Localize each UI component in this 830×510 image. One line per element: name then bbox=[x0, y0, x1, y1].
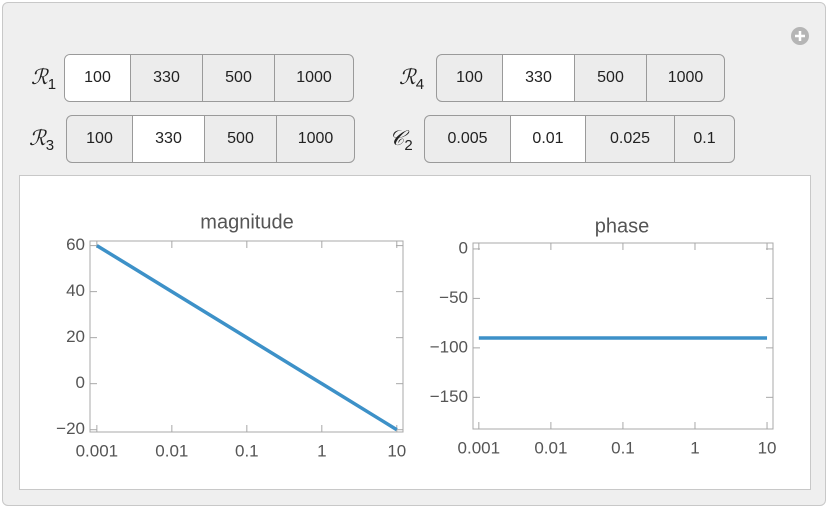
chart-title: phase bbox=[595, 215, 650, 237]
y-tick-label: −20 bbox=[56, 419, 85, 438]
x-tick-label: 0.001 bbox=[458, 438, 501, 457]
control-label: 𝒞2 bbox=[389, 126, 413, 154]
x-tick-label: 10 bbox=[758, 438, 777, 457]
setter-button[interactable]: 0.025 bbox=[585, 116, 674, 162]
x-tick-label: 10 bbox=[387, 441, 406, 460]
data-line bbox=[95, 244, 398, 432]
setter-button[interactable]: 500 bbox=[204, 116, 276, 162]
y-tick-label: 20 bbox=[66, 327, 85, 346]
y-tick-label: 40 bbox=[66, 281, 85, 300]
add-icon[interactable] bbox=[790, 26, 810, 46]
plot-frame bbox=[472, 242, 774, 430]
x-tick-label: 0.01 bbox=[534, 438, 567, 457]
y-tick-label: −100 bbox=[430, 337, 468, 356]
control-label: ℛ3 bbox=[29, 126, 54, 154]
setter-button[interactable]: 330 bbox=[502, 55, 574, 101]
setter-button[interactable]: 1000 bbox=[646, 55, 724, 101]
x-tick-label: 0.01 bbox=[155, 441, 188, 460]
control-label: ℛ4 bbox=[399, 65, 424, 93]
y-tick-label: −50 bbox=[439, 288, 468, 307]
setter-bar: 100 330 500 1000 bbox=[64, 54, 354, 102]
setter-bar: 100 330 500 1000 bbox=[66, 115, 355, 163]
label-subscript: 1 bbox=[47, 76, 57, 94]
label-symbol: ℛ bbox=[399, 65, 416, 89]
y-tick-label: −150 bbox=[430, 387, 468, 406]
setter-bar: 0.005 0.01 0.025 0.1 bbox=[424, 115, 735, 163]
y-tick-label: 0 bbox=[76, 373, 85, 392]
setter-button[interactable]: 100 bbox=[86, 130, 113, 147]
setter-button[interactable]: 1000 bbox=[274, 55, 353, 101]
x-tick-label: 1 bbox=[317, 441, 326, 460]
x-tick-label: 1 bbox=[690, 438, 699, 457]
label-subscript: 3 bbox=[45, 137, 55, 155]
setter-button[interactable]: 0.1 bbox=[674, 116, 734, 162]
setter-button[interactable]: 1000 bbox=[276, 116, 354, 162]
setter-button[interactable]: 0.01 bbox=[510, 116, 585, 162]
x-tick-label: 0.1 bbox=[611, 438, 635, 457]
setter-bar: 100 330 500 1000 bbox=[436, 54, 725, 102]
setter-button[interactable]: 500 bbox=[574, 55, 646, 101]
x-tick-label: 0.001 bbox=[76, 441, 119, 460]
x-tick-label: 0.1 bbox=[235, 441, 259, 460]
label-subscript: 4 bbox=[415, 76, 425, 94]
y-tick-label: 0 bbox=[459, 238, 468, 257]
plot-area: magnitude 0.001 0.01 0.1 1 10 −20 0 20 40 60 phase 0… bbox=[19, 175, 811, 490]
control-label: ℛ1 bbox=[31, 65, 56, 93]
chart-title: magnitude bbox=[200, 211, 293, 233]
setter-button[interactable]: 100 bbox=[65, 55, 130, 101]
setter-button[interactable]: 500 bbox=[202, 55, 274, 101]
label-subscript: 2 bbox=[404, 137, 413, 155]
y-tick-label: 60 bbox=[66, 235, 85, 254]
label-symbol: 𝒞 bbox=[389, 126, 405, 150]
label-symbol: ℛ bbox=[31, 65, 48, 89]
setter-button[interactable]: 330 bbox=[132, 116, 204, 162]
setter-button[interactable]: 100 bbox=[456, 69, 483, 86]
label-symbol: ℛ bbox=[29, 126, 46, 150]
setter-button[interactable]: 330 bbox=[130, 55, 202, 101]
setter-button[interactable]: 0.005 bbox=[447, 130, 488, 147]
